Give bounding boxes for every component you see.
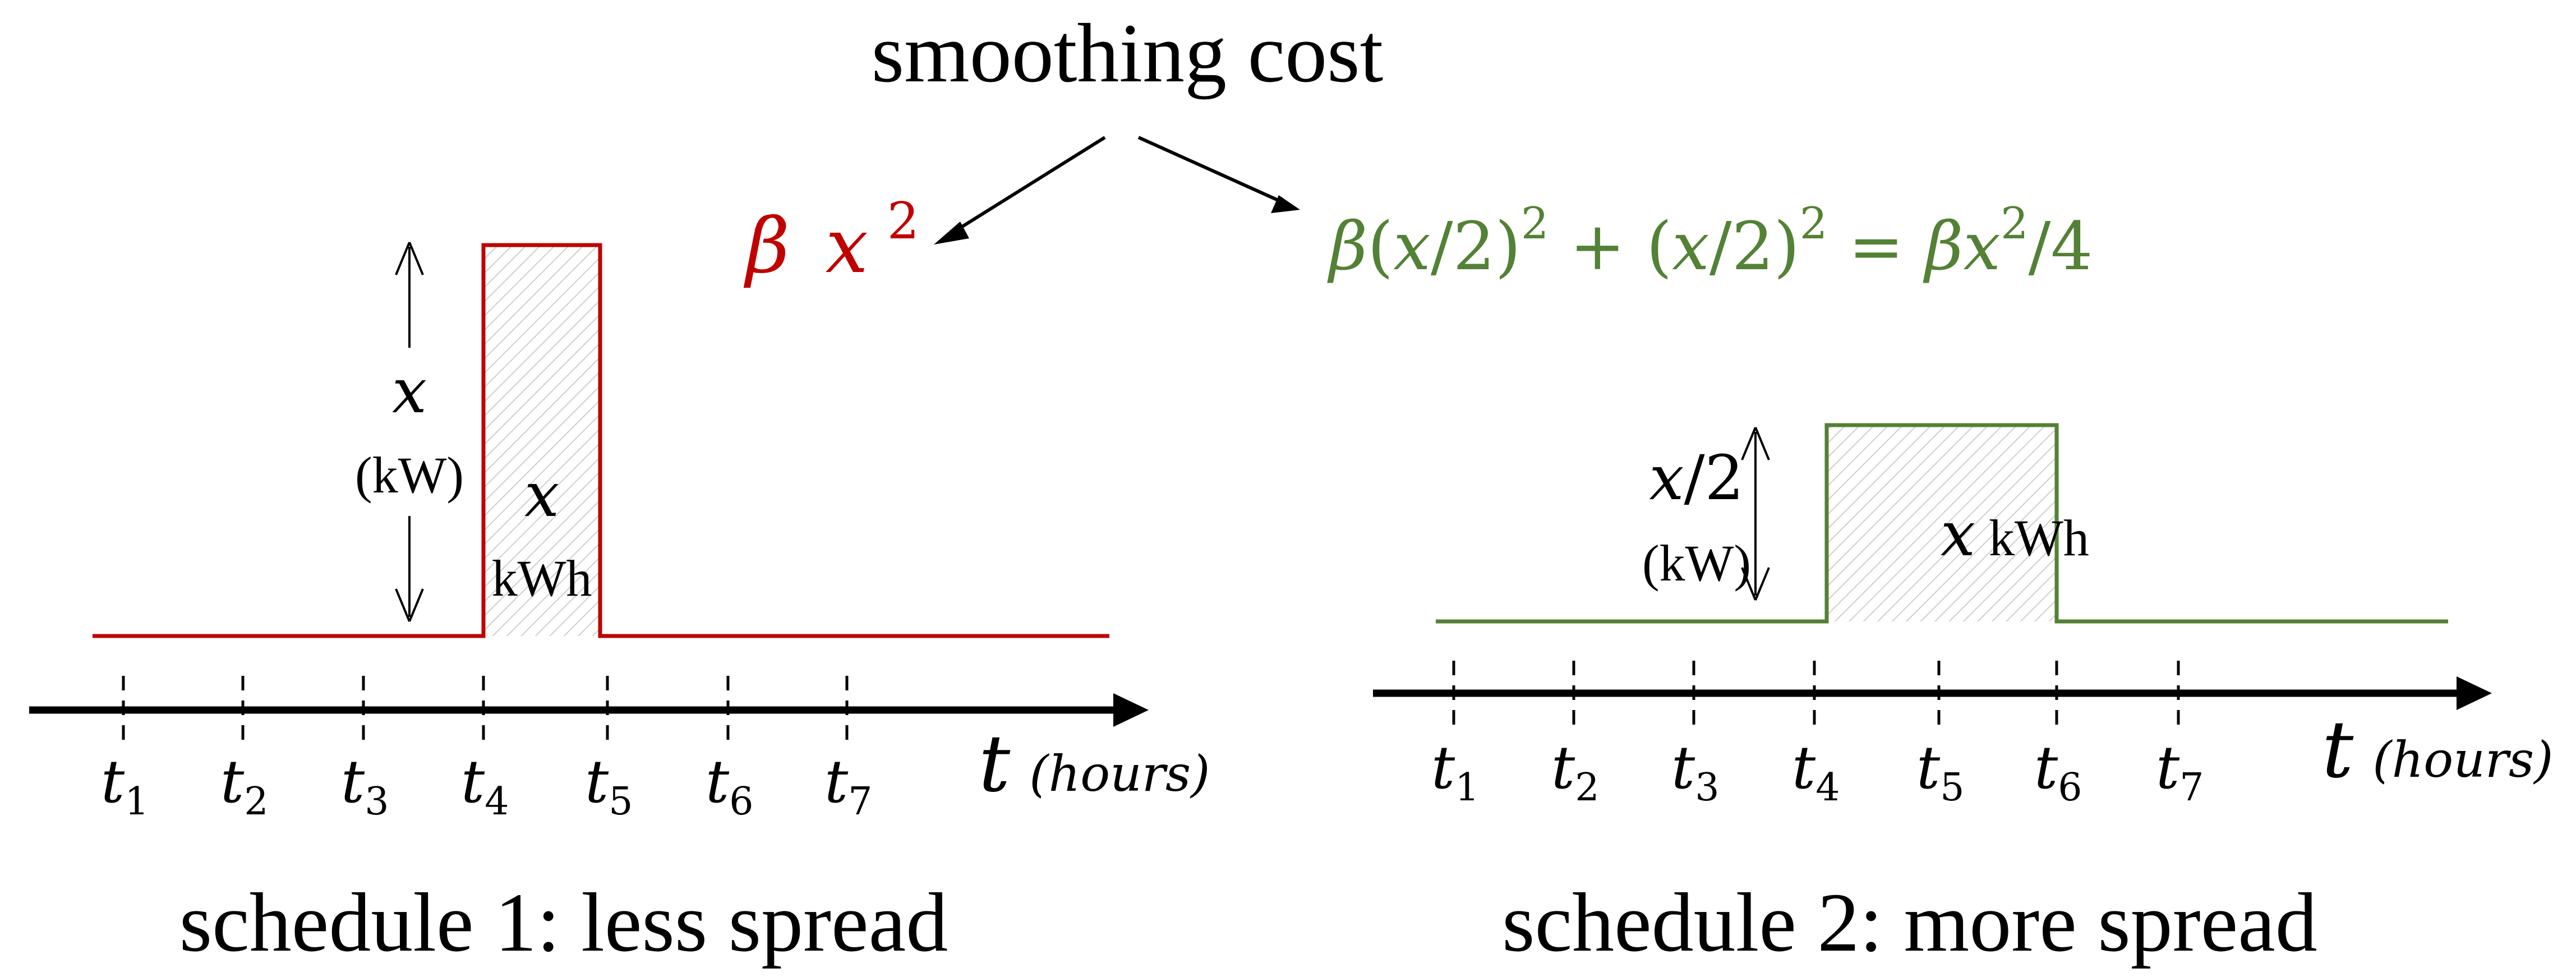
schedule-2-tick-labels: t1 t2 t3 t4 t5 t6 t7: [1431, 734, 2204, 810]
schedule-2-height-arrowhead-up: [1741, 427, 1770, 460]
schedule-1-tick-label: t1: [101, 748, 149, 824]
schedule-1-tick-label: t6: [706, 748, 753, 824]
arrow-to-cost-left: [947, 136, 1106, 237]
cost-right-div2: /2): [1709, 208, 1800, 285]
diagram-title: smoothing cost: [872, 7, 1384, 100]
schedule-1-height-var: x: [392, 355, 427, 427]
schedule-2-caption: schedule 2: more spread: [1502, 876, 2317, 969]
schedule-2-load-profile: [1436, 423, 2448, 624]
cost-right-eq: =: [1827, 208, 1925, 285]
cost-right-exp3: 2: [2001, 199, 2029, 249]
schedule-2-energy-var: x: [1941, 498, 1975, 570]
cost-right-exp1: 2: [1521, 199, 1549, 249]
cost-right-formula: β(x/2)2 + (x/2)2 = βx2/4: [1327, 199, 2093, 285]
schedule-1-time-axis-arrowhead: [1113, 693, 1149, 727]
schedule-1-energy-var: x: [524, 459, 559, 531]
cost-right-tail: /4: [2029, 208, 2093, 285]
arrowhead-right: [1271, 195, 1300, 213]
cost-right-beta3: β: [1923, 208, 1963, 285]
schedule-1-height-arrowhead-down: [395, 588, 424, 622]
schedule-1-height-unit: (kW): [355, 446, 464, 504]
cost-right-exp2: 2: [1800, 199, 1828, 249]
schedule-2-time-axis-arrowhead: [2457, 676, 2492, 710]
cost-right-div1: /2): [1431, 208, 1521, 285]
cost-left-var: x: [826, 202, 868, 290]
schedule-1-tick-marks: [122, 676, 849, 749]
schedule-2-tick-label: t1: [1431, 734, 1479, 810]
schedule-1-tick-label: t4: [461, 748, 509, 824]
schedule-2-axis-var: t: [2322, 704, 2354, 796]
schedule-2-axis-label: t (hours): [2322, 704, 2554, 796]
schedule-2-tick-label: t2: [1551, 734, 1599, 810]
schedule-2-energy-unit: kWh: [1989, 509, 2089, 566]
schedule-1-energy-unit: kWh: [492, 550, 592, 607]
cost-left-beta: β: [743, 202, 790, 290]
schedule-2-tick-label: t7: [2156, 734, 2204, 810]
schedule-2-height-label: x/2: [1649, 442, 1744, 514]
schedule-1-panel: x (kW) x kWh t1 t2 t3 t4 t5 t6 t7 t (hours) sc…: [29, 242, 1210, 969]
schedule-2-axis-unit: (hours): [2372, 731, 2553, 789]
arrowhead-left: [934, 222, 969, 245]
schedule-2-tick-label: t3: [1671, 734, 1719, 810]
schedule-1-tick-label: t7: [824, 748, 872, 824]
schedule-2-tick-label: t4: [1792, 734, 1840, 810]
schedule-2-tick-marks: [1452, 661, 2180, 729]
schedule-1-axis-var: t: [979, 718, 1011, 810]
schedule-2-height-unit: (kW): [1642, 534, 1751, 592]
schedule-2-energy-area: [1827, 425, 2057, 621]
schedule-2-panel: x/2 (kW) x kWh t1 t2 t3 t4 t5 t6 t7 t (hours) …: [1373, 423, 2554, 969]
schedule-2-height-var: x: [1649, 442, 1684, 514]
cost-right-var2: x: [1672, 208, 1709, 285]
schedule-2-tick-label: t5: [1916, 734, 1964, 810]
schedule-1-energy-area: [483, 245, 600, 636]
arrow-to-cost-right: [1137, 136, 1285, 205]
cost-left-formula: β x 2: [743, 192, 919, 290]
schedule-1-caption: schedule 1: less spread: [179, 876, 948, 969]
cost-right-beta1: β: [1327, 208, 1367, 285]
schedule-1-axis-unit: (hours): [1029, 745, 1210, 803]
schedule-1-tick-label: t5: [585, 748, 633, 824]
schedule-1-tick-label: t3: [341, 748, 389, 824]
schedule-2-height-arrowhead-down: [1741, 567, 1770, 601]
schedule-2-height-suffix: /2: [1684, 442, 1744, 514]
schedule-1-axis-label: t (hours): [979, 718, 1210, 810]
schedule-2-energy-label: x kWh: [1941, 498, 2089, 570]
schedule-1-tick-label: t2: [220, 748, 268, 824]
schedule-1-tick-labels: t1 t2 t3 t4 t5 t6 t7: [101, 748, 872, 824]
cost-right-var3: x: [1963, 208, 2001, 285]
cost-right-open1: (: [1367, 208, 1393, 285]
schedule-1-height-arrowhead-up: [395, 242, 424, 275]
schedule-2-tick-label: t6: [2034, 734, 2082, 810]
schedule-1-load-profile: [93, 243, 1109, 638]
cost-right-plus: + (: [1549, 208, 1672, 285]
cost-left-exp: 2: [887, 192, 919, 251]
cost-right-var1: x: [1393, 208, 1431, 285]
